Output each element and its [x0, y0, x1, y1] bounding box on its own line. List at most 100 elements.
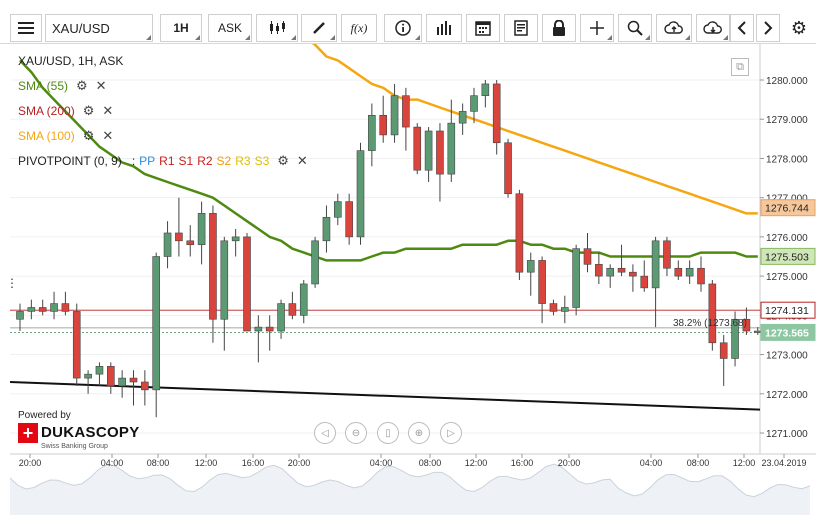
close-icon[interactable]: ✕ [102, 103, 114, 118]
lock-icon [553, 20, 565, 36]
volume-button[interactable] [426, 14, 462, 42]
time-tick-label: 16:00 [242, 458, 265, 468]
indicators-button[interactable]: f(x) [341, 14, 377, 42]
sma55-line [19, 59, 758, 262]
candle-body [606, 267, 615, 277]
crosshair-button[interactable] [580, 14, 614, 42]
candle-body [753, 330, 762, 333]
download-button[interactable] [696, 14, 730, 42]
draw-button[interactable] [301, 14, 337, 42]
close-icon[interactable]: ✕ [296, 153, 308, 168]
candle-body [277, 303, 285, 332]
trend-line [10, 381, 761, 411]
candle-body [617, 267, 626, 273]
symbol-label: XAU/USD [52, 20, 110, 36]
function-icon: f(x) [350, 20, 368, 35]
candle-body [243, 236, 251, 332]
gear-icon[interactable]: ⚙ [82, 128, 95, 143]
legend-sma200-label: SMA (200) [18, 104, 75, 118]
zoom-out-icon: ⊖ [351, 427, 361, 439]
candle-body [152, 256, 160, 391]
close-icon[interactable]: ✕ [95, 78, 107, 93]
candle-body [299, 283, 308, 316]
settings-button[interactable]: ⚙ [786, 14, 812, 42]
candle-body [583, 248, 592, 265]
close-icon[interactable]: ✕ [102, 128, 114, 143]
fit-button[interactable]: ▯ [377, 422, 399, 444]
expand-button[interactable]: ⧉ [731, 58, 749, 76]
hamburger-icon [18, 22, 34, 34]
price-tick-label: 1280.000 [766, 76, 808, 87]
price-tick-label: 1278.000 [766, 154, 808, 165]
scroll-left-button[interactable] [730, 14, 754, 42]
price-chart[interactable]: 1280.000 1279.000 1278.000 1277.000 1276.000… [10, 44, 816, 515]
brand-tagline: Swiss Banking Group [41, 443, 108, 450]
gear-icon[interactable]: ⚙ [82, 103, 95, 118]
menu-button[interactable] [10, 14, 42, 42]
download-cloud-icon [703, 21, 722, 34]
zoom-out-button[interactable]: ⊖ [345, 422, 367, 444]
price-tick-label: 1275.000 [766, 272, 808, 283]
gear-icon[interactable]: ⚙ [277, 153, 289, 168]
zoom-button[interactable] [618, 14, 652, 42]
price-tick-label: 1273.000 [766, 351, 808, 362]
candle-body [413, 126, 422, 171]
price-tag-resistance [760, 301, 816, 319]
nav-right-button[interactable]: ▷ [440, 422, 462, 444]
nav-left-button[interactable]: ◁ [314, 422, 336, 444]
chart-type-button[interactable] [256, 14, 298, 42]
legend-pivot-sep: : [131, 154, 136, 168]
candle-body [424, 130, 433, 171]
timeframe-selector[interactable]: 1H [160, 14, 202, 42]
gear-icon[interactable]: ⚙ [76, 78, 88, 93]
candle-body [595, 264, 603, 277]
chevron-right-icon [764, 21, 773, 35]
symbol-selector[interactable]: XAU/USD [45, 14, 153, 42]
time-tick-label: 04:00 [101, 458, 124, 468]
dropdown-corner-icon [195, 35, 200, 40]
candle-body [61, 303, 70, 312]
candle-body [719, 342, 728, 359]
crosshair-icon [590, 21, 604, 35]
upload-button[interactable] [656, 14, 692, 42]
candle-body [72, 311, 81, 379]
lock-button[interactable] [542, 14, 576, 42]
info-icon [395, 20, 411, 36]
price-tags: 1276.744 1275.503 1274.131 1273.565 [760, 199, 816, 341]
candle-body [640, 275, 649, 289]
dropdown-corner-icon [685, 35, 690, 40]
time-tick-label: 12:00 [195, 458, 218, 468]
timeframe-label: 1H [173, 21, 189, 35]
dukascopy-logo: Powered by + DUKASCOPY Swiss Banking Gro… [18, 410, 140, 450]
candle-body [629, 271, 637, 277]
calendar-icon [475, 21, 491, 36]
price-type-selector[interactable]: ASK [208, 14, 252, 42]
candle-body [572, 248, 580, 308]
calendar-button[interactable] [466, 14, 500, 42]
legend-pivot-label: PIVOTPOINT (0, 9) [18, 154, 122, 168]
overview-line [10, 463, 811, 498]
drag-handle-icon[interactable]: ⋮ [10, 276, 18, 290]
gear-icon: ⚙ [790, 17, 808, 38]
dropdown-corner-icon [607, 35, 612, 40]
price-tag-current-label: 1273.565 [765, 327, 809, 339]
chart-toolbar: XAU/USD 1H ASK f(x) [0, 0, 816, 44]
zoom-in-button[interactable]: ⊕ [408, 422, 430, 444]
info-button[interactable] [384, 14, 422, 42]
report-button[interactable] [504, 14, 538, 42]
candle-body [356, 150, 365, 238]
legend-pivot-pp: PP [139, 154, 156, 168]
scroll-right-button[interactable] [756, 14, 780, 42]
candle-body [436, 130, 444, 175]
candle-body [38, 307, 47, 312]
candle-body [651, 240, 660, 289]
dropdown-corner-icon [330, 35, 335, 40]
candle-body [163, 232, 172, 257]
time-tick-label: 04:00 [370, 458, 393, 468]
candlestick-icon [270, 21, 285, 34]
price-tick-label: 1272.000 [766, 390, 808, 401]
candle-body [322, 216, 331, 242]
candle-body [107, 366, 115, 387]
legend-pivot-s3: S3 [254, 154, 270, 168]
price-tick-label: 1277.000 [766, 194, 808, 205]
